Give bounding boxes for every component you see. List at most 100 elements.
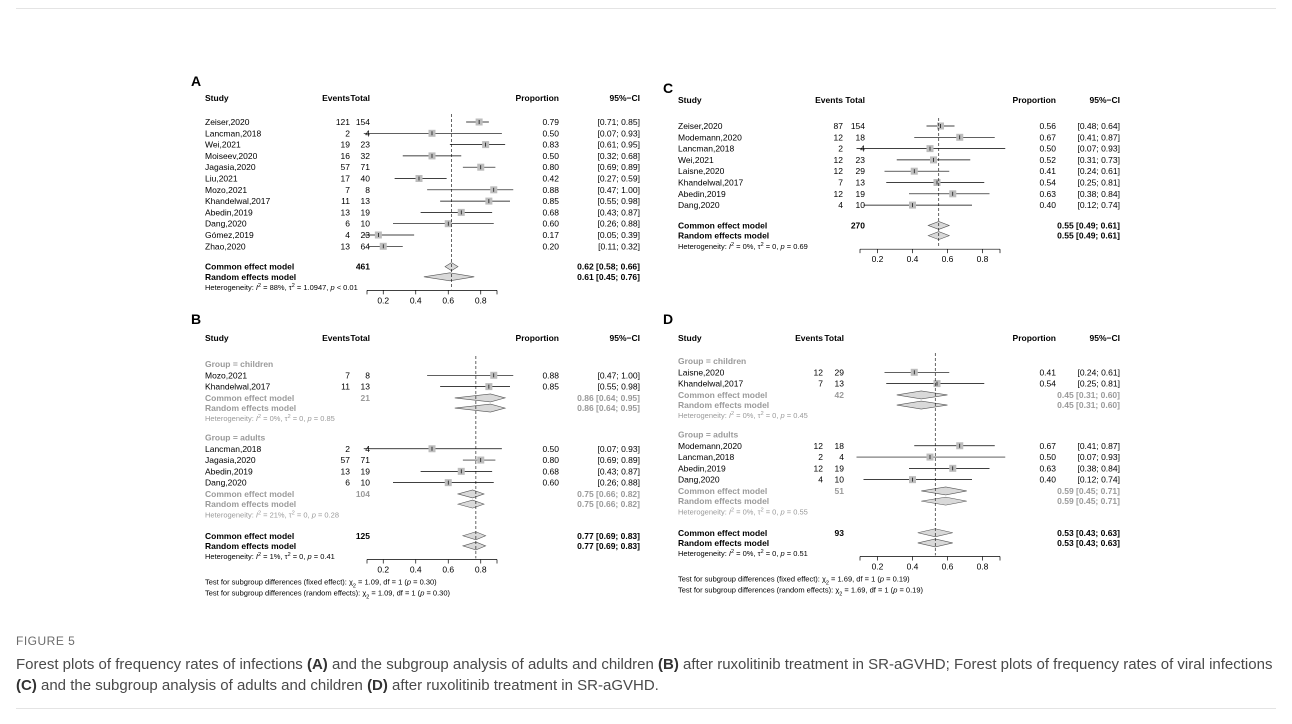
study-ci: [0.11; 0.32] [598,241,640,251]
heterogeneity-text: Heterogeneity: I2 = 0%, τ2 = 0, p = 0.55 [678,507,808,516]
study-total: 29 [835,367,845,377]
header-total: Total [350,333,370,343]
caption-fragment: Forest plots of frequency rates of infec… [16,656,307,673]
random-effects-diamond [896,400,948,410]
study-ci: [0.61; 0.95] [597,140,640,150]
study-total: 71 [361,455,371,465]
study-events: 2 [818,452,823,462]
x-tick-label: 0.6 [442,564,454,574]
common-effect-label: Common effect model [205,531,294,541]
header-study: Study [205,333,229,343]
study-events: 13 [341,466,351,476]
group-title: Group = children [678,356,746,366]
x-tick-label: 0.8 [475,295,487,305]
study-total: 10 [856,200,866,210]
study-ci: [0.12; 0.74] [1077,200,1120,210]
study-events: 4 [838,200,843,210]
study-total: 13 [361,196,371,206]
random-effects-diamond [454,403,507,413]
study-name: Abedin,2019 [205,207,253,217]
caption-fragment: after ruxolitinib treatment in SR-aGVHD;… [678,656,1273,673]
random-effects-estimate: 0.45 [0.31; 0.60] [1057,400,1120,410]
common-effect-estimate: 0.86 [0.64; 0.95] [577,393,640,403]
study-total: 10 [361,478,371,488]
common-effect-diamond [921,486,967,496]
random-effects-estimate: 0.61 [0.45; 0.76] [577,272,640,282]
study-ci: [0.41; 0.87] [1077,441,1120,451]
study-total: 4 [839,452,844,462]
study-ci: [0.38; 0.84] [1077,463,1120,473]
random-effects-diamond [921,496,967,506]
x-tick-label: 0.6 [442,295,454,305]
study-name: Abedin,2019 [205,466,253,476]
header-events: Events [795,333,823,343]
common-effect-estimate: 0.55 [0.49; 0.61] [1057,220,1120,230]
study-proportion: 0.88 [542,370,559,380]
study-proportion: 0.67 [1039,132,1056,142]
study-proportion: 0.54 [1039,379,1056,389]
study-total: 29 [856,166,866,176]
study-events: 17 [341,174,351,184]
study-events: 12 [834,132,844,142]
x-tick-label: 0.2 [872,561,884,571]
study-proportion: 0.68 [542,466,559,476]
common-effect-total: 270 [851,220,865,230]
study-events: 12 [814,441,824,451]
study-total: 19 [835,463,845,473]
common-effect-estimate: 0.45 [0.31; 0.60] [1057,390,1120,400]
common-effect-label: Common effect model [205,489,294,499]
study-ci: [0.47; 1.00] [597,185,640,195]
study-name: Dang,2020 [678,200,720,210]
x-tick-label: 0.4 [907,254,919,264]
x-tick-label: 0.4 [410,295,422,305]
header-ci: 95%−CI [610,93,640,103]
subgroup-test: Test for subgroup differences (fixed eff… [205,577,437,589]
group-title: Group = children [205,359,273,369]
study-proportion: 0.50 [1039,144,1056,154]
study-ci: [0.24; 0.61] [1077,166,1120,176]
study-name: Moiseev,2020 [205,151,258,161]
header-ci: 95%−CI [610,333,640,343]
study-total: 19 [361,207,371,217]
study-ci: [0.47; 1.00] [597,370,640,380]
common-effect-total: 42 [835,390,845,400]
header-ci: 95%−CI [1090,95,1120,105]
x-tick-label: 0.8 [977,254,989,264]
study-events: 87 [834,121,844,131]
study-total: 8 [365,370,370,380]
subgroup-test: Test for subgroup differences (random ef… [678,585,924,597]
study-name: Abedin,2019 [678,189,726,199]
caption-panel-ref: (B) [658,656,679,673]
study-total: 10 [361,219,371,229]
study-ci: [0.71; 0.85] [597,117,640,127]
study-proportion: 0.60 [542,478,559,488]
study-name: Khandelwal,2017 [678,178,743,188]
caption-panel-ref: (D) [367,677,388,694]
study-name: Khandelwal,2017 [205,382,270,392]
study-total: 13 [361,382,371,392]
study-events: 13 [341,241,351,251]
common-effect-label: Common effect model [678,390,767,400]
study-ci: [0.25; 0.81] [1077,178,1120,188]
study-total: 64 [361,241,371,251]
study-name: Dang,2020 [205,219,247,229]
common-effect-diamond [454,393,507,403]
panel-c: C Study Events Total Proportion 95%−CI Zeiser,… [663,80,1120,264]
study-events: 12 [834,166,844,176]
study-events: 6 [345,478,350,488]
random-effects-estimate: 0.59 [0.45; 0.71] [1057,496,1120,506]
study-total: 23 [856,155,866,165]
random-effects-estimate: 0.53 [0.43; 0.63] [1057,538,1120,548]
study-proportion: 0.50 [1039,452,1056,462]
common-effect-label: Common effect model [205,393,294,403]
study-events: 4 [818,475,823,485]
study-events: 7 [345,370,350,380]
study-proportion: 0.50 [542,444,559,454]
study-ci: [0.07; 0.93] [597,128,640,138]
x-tick-label: 0.8 [475,564,487,574]
study-events: 2 [838,144,843,154]
x-tick-label: 0.4 [907,561,919,571]
study-ci: [0.07; 0.93] [1077,144,1120,154]
study-ci: [0.38; 0.84] [1077,189,1120,199]
header-events: Events [322,333,350,343]
